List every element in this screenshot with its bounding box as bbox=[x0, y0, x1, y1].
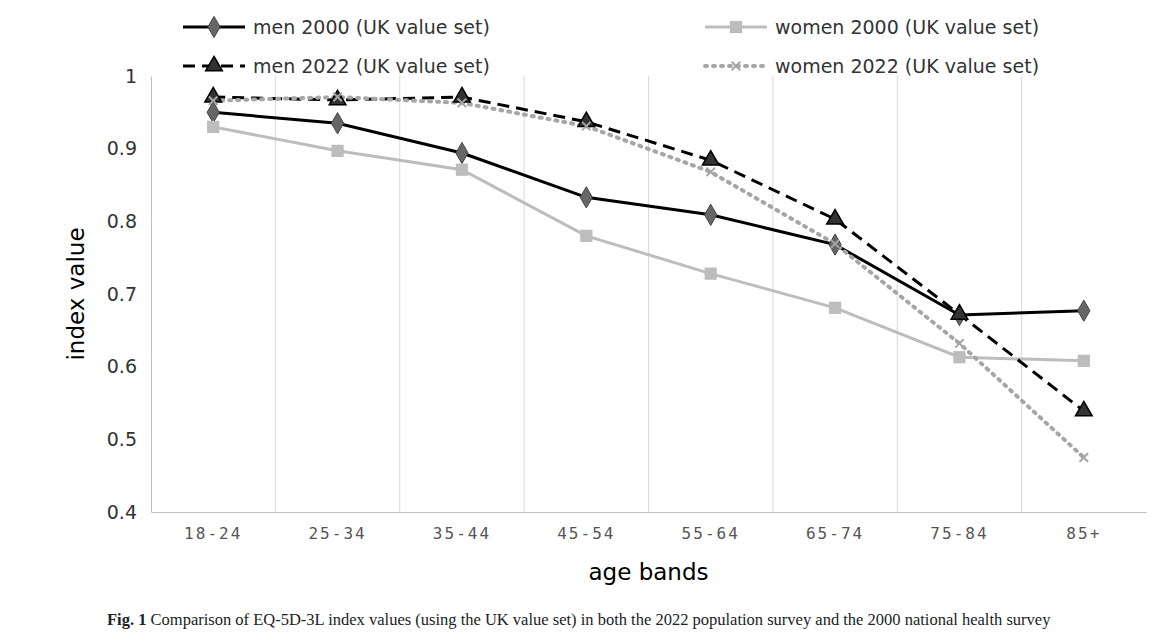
series-line bbox=[213, 97, 1084, 457]
point-marker bbox=[1078, 355, 1090, 367]
point-marker bbox=[1075, 401, 1092, 415]
point-marker bbox=[702, 163, 719, 180]
x-axis: 18-24 25-34 35-44 45-54 55-64 65-74 75-84 85+ bbox=[152, 512, 1147, 543]
tick: 85+ bbox=[1066, 512, 1101, 543]
tick-label: 0.4 bbox=[107, 501, 137, 523]
grid-line bbox=[524, 76, 525, 512]
tick: 0.5 bbox=[107, 428, 151, 450]
point-marker bbox=[580, 230, 592, 242]
tick: 35-44 bbox=[433, 512, 491, 543]
legend-item: men 2022 (UK value set) bbox=[183, 55, 490, 77]
tick: 65-74 bbox=[806, 512, 864, 543]
chart: 0.4 0.5 0.6 0.7 0.8 0.9 1 18-24 25-34 35-44 45-54 5… bbox=[0, 0, 1170, 644]
tick-label: 65-74 bbox=[806, 524, 864, 543]
point-marker bbox=[705, 204, 717, 225]
legend-marker bbox=[730, 21, 742, 33]
point-marker bbox=[329, 89, 346, 106]
point-marker bbox=[1075, 449, 1092, 466]
series-line bbox=[213, 112, 1084, 315]
point-marker bbox=[829, 302, 841, 314]
grid-line bbox=[399, 76, 400, 512]
point-marker bbox=[578, 118, 595, 135]
tick-label: 35-44 bbox=[433, 524, 491, 543]
y-axis: 0.4 0.5 0.6 0.7 0.8 0.9 1 bbox=[107, 65, 152, 523]
legend-marker bbox=[208, 16, 220, 37]
point-marker bbox=[827, 210, 844, 224]
point-marker bbox=[456, 164, 468, 176]
legend-marker bbox=[206, 56, 223, 70]
point-marker bbox=[454, 87, 471, 101]
point-marker bbox=[331, 145, 343, 157]
tick: 0.7 bbox=[107, 283, 151, 305]
point-marker bbox=[580, 187, 592, 208]
point-marker bbox=[951, 305, 968, 319]
legend-label: women 2022 (UK value set) bbox=[775, 55, 1039, 77]
series-line bbox=[213, 97, 1084, 411]
tick: 75-84 bbox=[930, 512, 988, 543]
tick: 25-34 bbox=[308, 512, 366, 543]
tick-label: 0.6 bbox=[107, 355, 137, 377]
legend-item: men 2000 (UK value set) bbox=[183, 16, 490, 38]
tick-label: 45-54 bbox=[557, 524, 615, 543]
tick-label: 75-84 bbox=[930, 524, 988, 543]
x-axis-title: age bands bbox=[588, 559, 708, 585]
tick-label: 85+ bbox=[1066, 524, 1101, 543]
point-marker bbox=[453, 94, 470, 111]
tick-label: 55-64 bbox=[682, 524, 740, 543]
legend-item: women 2022 (UK value set) bbox=[705, 55, 1039, 77]
grid-line bbox=[1021, 76, 1022, 512]
grid-line bbox=[772, 76, 773, 512]
point-marker bbox=[1078, 300, 1090, 321]
legend-label: women 2000 (UK value set) bbox=[775, 16, 1039, 38]
tick: 18-24 bbox=[184, 512, 242, 543]
point-marker bbox=[456, 142, 468, 163]
legend-marker bbox=[728, 58, 745, 75]
tick: 55-64 bbox=[682, 512, 740, 543]
legend-label: men 2022 (UK value set) bbox=[253, 55, 490, 77]
point-marker bbox=[207, 121, 219, 133]
tick: 0.9 bbox=[107, 137, 151, 159]
point-marker bbox=[705, 268, 717, 280]
legend: men 2000 (UK value set) women 2000 (UK va… bbox=[183, 16, 1039, 77]
point-marker bbox=[702, 151, 719, 165]
grid-line bbox=[275, 76, 276, 512]
tick-label: 0.8 bbox=[107, 210, 137, 232]
tick-label: 18-24 bbox=[184, 524, 242, 543]
legend-item: women 2000 (UK value set) bbox=[705, 16, 1039, 38]
tick-label: 0.5 bbox=[107, 428, 137, 450]
point-marker bbox=[207, 102, 219, 123]
point-marker bbox=[578, 112, 595, 126]
y-axis-title: index value bbox=[63, 227, 89, 360]
plot-area bbox=[205, 87, 1093, 466]
series-line bbox=[213, 127, 1084, 361]
point-marker bbox=[951, 335, 968, 352]
tick: 0.6 bbox=[107, 355, 151, 377]
point-marker bbox=[953, 351, 965, 363]
tick-label: 25-34 bbox=[308, 524, 366, 543]
tick: 0.8 bbox=[107, 210, 151, 232]
tick-label: 0.7 bbox=[107, 283, 137, 305]
tick: 0.4 bbox=[107, 501, 151, 523]
tick-label: 0.9 bbox=[107, 137, 137, 159]
point-marker bbox=[205, 92, 222, 109]
tick: 1 bbox=[125, 65, 151, 87]
tick-label: 1 bbox=[125, 65, 137, 87]
legend-label: men 2000 (UK value set) bbox=[253, 16, 490, 38]
tick: 45-54 bbox=[557, 512, 615, 543]
point-marker bbox=[827, 235, 844, 252]
axis-line bbox=[152, 512, 1147, 513]
point-marker bbox=[331, 113, 343, 134]
axis-line bbox=[151, 77, 152, 513]
caption: Fig. 1 Comparison of EQ-5D-3L index valu… bbox=[107, 610, 1051, 629]
